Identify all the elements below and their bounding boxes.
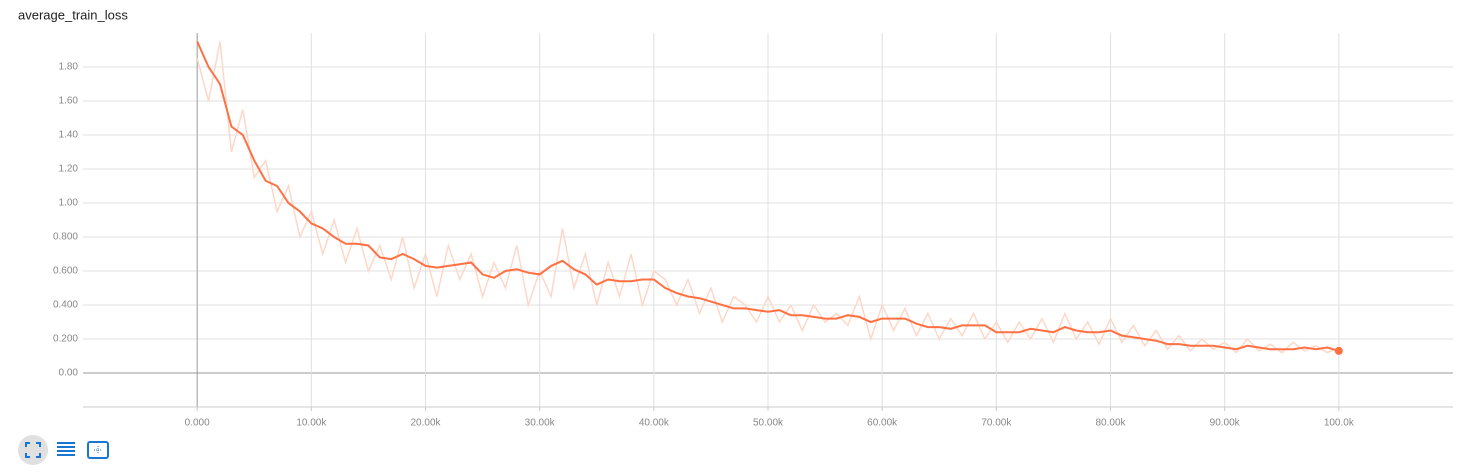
y-tick-label: 0.00: [59, 368, 79, 379]
box-icon-inner[interactable]: [94, 446, 102, 454]
x-tick-label: 20.00k: [410, 418, 441, 429]
series-line: [196, 41, 1340, 354]
y-tick-label: 1.60: [59, 96, 79, 107]
series-line: [196, 41, 1340, 352]
y-tick-label: 0.800: [53, 232, 78, 243]
plot-area: [196, 41, 1343, 355]
x-tick-label: 70.00k: [981, 418, 1012, 429]
fit-icon[interactable]: [25, 442, 41, 458]
x-tick-label: 100.0k: [1324, 418, 1355, 429]
x-tick-label: 0.000: [185, 418, 210, 429]
chart-title: average_train_loss: [18, 7, 128, 22]
x-tick-label: 90.00k: [1210, 418, 1241, 429]
y-tick-label: 0.400: [53, 300, 78, 311]
y-tick-label: 0.200: [53, 334, 78, 345]
y-tick-label: 0.600: [53, 266, 78, 277]
x-tick-label: 30.00k: [525, 418, 556, 429]
end-point: [1334, 346, 1343, 355]
x-tick-label: 80.00k: [1095, 418, 1126, 429]
box-icon[interactable]: [87, 441, 109, 459]
y-tick-label: 1.40: [59, 130, 79, 141]
x-tick-label: 60.00k: [867, 418, 898, 429]
toolbar[interactable]: [18, 435, 109, 465]
list-icon[interactable]: [57, 442, 75, 456]
x-tick-label: 50.00k: [753, 418, 784, 429]
x-tick-label: 10.00k: [296, 418, 327, 429]
grid: 0.00 0.200 0.400 0.600 0.800 1.00 1.20 1.40 1.60…: [53, 33, 1453, 429]
fit-button-bg[interactable]: [18, 435, 48, 465]
x-tick-label: 40.00k: [639, 418, 670, 429]
y-tick-label: 1.20: [59, 164, 79, 175]
y-tick-label: 1.00: [59, 198, 79, 209]
y-tick-label: 1.80: [59, 62, 79, 73]
